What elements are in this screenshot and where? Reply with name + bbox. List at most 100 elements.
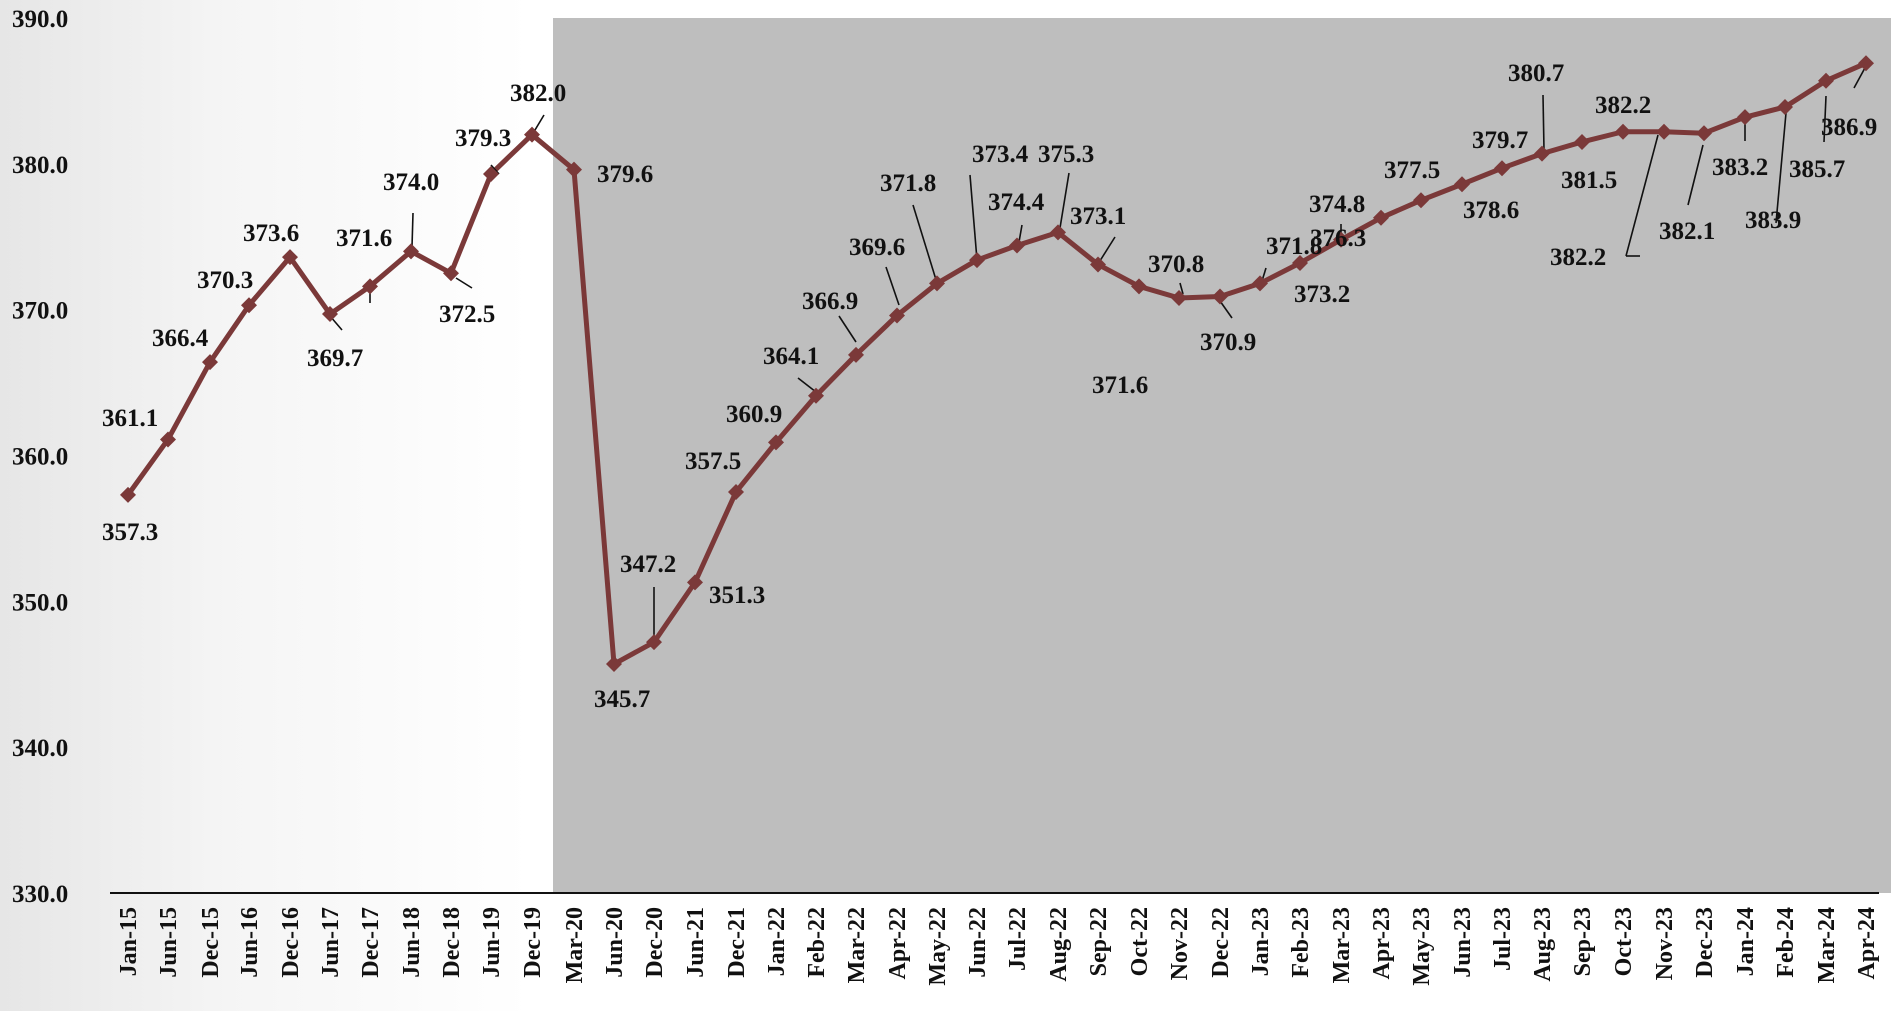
data-point-marker (1050, 224, 1066, 241)
data-label: 375.3 (1038, 141, 1094, 168)
data-point-marker (202, 354, 218, 371)
x-tick-label: Oct-22 (1127, 907, 1153, 976)
x-tick-label: Jan-23 (1248, 907, 1274, 976)
data-label: 366.4 (152, 325, 209, 352)
label-leader-line (411, 212, 414, 248)
x-tick-label: Feb-24 (1773, 907, 1799, 978)
data-label: 373.4 (972, 141, 1029, 168)
data-label: 370.9 (1200, 329, 1256, 356)
x-tick-label: Oct-23 (1611, 907, 1637, 976)
data-label: 379.6 (597, 161, 653, 188)
x-tick-label: Jun-15 (156, 907, 182, 978)
data-point-marker (929, 275, 945, 292)
data-point-marker (1454, 176, 1470, 193)
data-label: 378.6 (1463, 197, 1519, 224)
data-point-marker (322, 306, 338, 323)
x-tick-label: Nov-22 (1167, 907, 1193, 980)
x-tick-label: Dec-17 (358, 907, 384, 978)
x-tick-label: May-22 (925, 907, 951, 986)
x-tick-label: Feb-22 (804, 907, 830, 978)
y-tick-label: 340.0 (12, 735, 68, 762)
data-markers (120, 55, 1874, 673)
data-label: 382.2 (1595, 92, 1651, 119)
data-label: 382.0 (510, 80, 566, 107)
y-axis: 330.0 340.0 350.0 360.0 370.0 380.0 390.0 (12, 6, 68, 908)
data-point-marker (1615, 123, 1631, 140)
data-point-marker (241, 297, 257, 314)
x-tick-label: Jun-17 (318, 907, 344, 978)
data-label: 374.4 (988, 189, 1045, 216)
x-tick-label: Dec-20 (642, 907, 668, 978)
x-tick-label: Dec-22 (1208, 907, 1234, 978)
data-label: 357.3 (102, 519, 158, 546)
series-line (125, 60, 1868, 667)
x-tick-label: Feb-23 (1288, 907, 1314, 978)
x-tick-label: Dec-23 (1692, 907, 1718, 978)
y-tick-label: 350.0 (12, 589, 68, 616)
data-point-marker (1212, 288, 1228, 305)
data-point-marker (1858, 55, 1874, 72)
data-label: 371.8 (880, 170, 936, 197)
data-label: 373.2 (1294, 281, 1350, 308)
data-label: 385.7 (1789, 156, 1845, 183)
x-tick-label: Jun-23 (1450, 907, 1476, 978)
data-point-marker (1413, 192, 1429, 209)
data-labels: 357.3 361.1 366.4 370.3 373.6 369.7 371.6 374.0… (102, 60, 1877, 713)
x-tick-label: Mar-22 (844, 907, 870, 983)
data-label: 373.1 (1070, 203, 1126, 230)
x-tick-label: Jun-19 (479, 907, 505, 978)
data-point-marker (889, 307, 905, 324)
shaded-period-region (553, 18, 1891, 893)
data-point-marker (646, 634, 662, 651)
x-tick-label: Jun-20 (602, 907, 628, 978)
x-tick-label: Jan-24 (1733, 907, 1759, 976)
data-point-marker (120, 486, 136, 503)
data-label: 386.9 (1821, 114, 1877, 141)
x-tick-label: Aug-23 (1530, 907, 1556, 982)
data-label: 366.9 (802, 288, 858, 315)
data-point-marker (1818, 72, 1834, 89)
label-leader-line (1775, 112, 1787, 224)
data-label: 382.1 (1659, 218, 1715, 245)
data-point-marker (566, 161, 582, 178)
data-point-marker (1534, 145, 1550, 162)
data-point-marker (483, 166, 499, 183)
x-tick-label: Dec-19 (520, 907, 546, 978)
x-tick-label: Jun-16 (237, 907, 263, 978)
x-tick-label: Apr-24 (1854, 907, 1880, 979)
data-label: 374.8 (1309, 191, 1365, 218)
data-label: 370.8 (1148, 251, 1204, 278)
data-label: 369.6 (849, 234, 905, 261)
data-label: 371.6 (336, 225, 392, 252)
data-point-marker (524, 126, 540, 143)
x-axis: Jan-15 Jun-15 Dec-15 Jun-16 Dec-16 Jun-17 Dec-… (116, 907, 1880, 986)
label-leader-line (490, 164, 500, 175)
x-tick-label: Apr-22 (885, 907, 911, 979)
label-leader-lines (329, 65, 1867, 643)
label-leader-line (1625, 134, 1659, 257)
data-point-marker (1656, 123, 1672, 140)
data-point-marker (606, 656, 622, 673)
x-tick-label: Jun-22 (965, 907, 991, 978)
data-label: 361.1 (102, 405, 158, 432)
data-label: 373.6 (243, 220, 299, 247)
x-tick-label: Sep-22 (1086, 907, 1112, 976)
data-point-marker (362, 278, 378, 295)
data-label: 383.2 (1712, 154, 1768, 181)
label-leader-line (455, 277, 473, 289)
label-leader-line (838, 315, 857, 343)
data-point-marker (1777, 98, 1793, 115)
data-point-marker (687, 574, 703, 591)
data-label: 364.1 (763, 343, 819, 370)
x-tick-label: Mar-24 (1814, 907, 1840, 983)
data-point-marker (1131, 278, 1147, 295)
label-leader-line (1853, 65, 1867, 89)
label-leader-line (1018, 224, 1023, 243)
label-leader-line (1687, 144, 1704, 206)
x-tick-label: Jul-23 (1490, 907, 1516, 971)
x-tick-label: Mar-20 (562, 907, 588, 983)
data-point-marker (443, 265, 459, 282)
data-label: 351.3 (709, 582, 765, 609)
data-point-marker (808, 387, 824, 404)
